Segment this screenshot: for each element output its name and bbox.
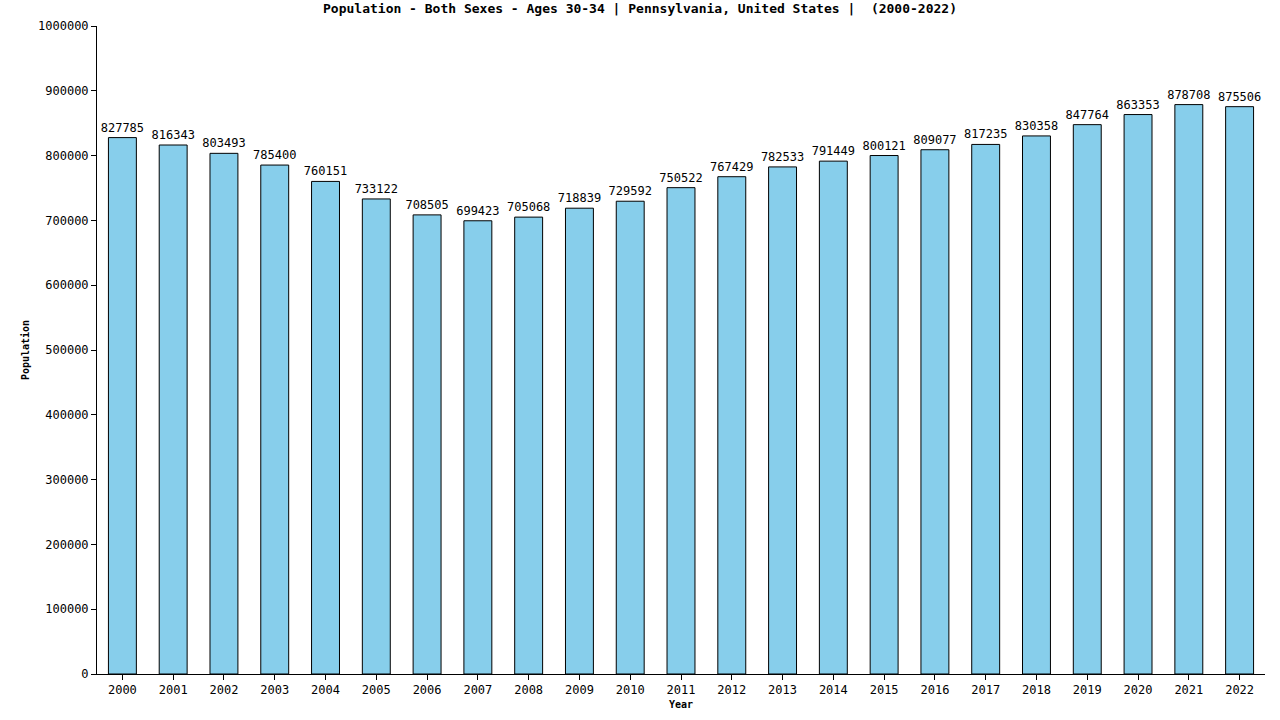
svg-text:2008: 2008 xyxy=(514,683,543,697)
svg-text:791449: 791449 xyxy=(812,144,855,158)
svg-text:750522: 750522 xyxy=(659,171,702,185)
svg-text:767429: 767429 xyxy=(710,160,753,174)
svg-text:817235: 817235 xyxy=(964,127,1007,141)
svg-text:827785: 827785 xyxy=(101,121,144,135)
svg-text:2014: 2014 xyxy=(819,683,848,697)
svg-text:800000: 800000 xyxy=(45,149,88,163)
svg-text:2016: 2016 xyxy=(920,683,949,697)
svg-text:699423: 699423 xyxy=(456,204,499,218)
svg-text:2002: 2002 xyxy=(210,683,239,697)
svg-text:830358: 830358 xyxy=(1015,119,1058,133)
svg-text:Population - Both Sexes - Ages: Population - Both Sexes - Ages 30-34 | P… xyxy=(323,1,957,16)
svg-text:729592: 729592 xyxy=(609,184,652,198)
svg-text:847764: 847764 xyxy=(1066,108,1109,122)
svg-text:2001: 2001 xyxy=(159,683,188,697)
svg-text:785400: 785400 xyxy=(253,148,296,162)
svg-text:2013: 2013 xyxy=(768,683,797,697)
svg-text:500000: 500000 xyxy=(45,343,88,357)
svg-text:2003: 2003 xyxy=(260,683,289,697)
svg-text:2011: 2011 xyxy=(667,683,696,697)
svg-text:700000: 700000 xyxy=(45,214,88,228)
svg-text:718839: 718839 xyxy=(558,191,601,205)
svg-text:0: 0 xyxy=(81,667,88,681)
svg-text:2005: 2005 xyxy=(362,683,391,697)
svg-text:782533: 782533 xyxy=(761,150,804,164)
svg-text:Year: Year xyxy=(669,699,693,710)
svg-text:875506: 875506 xyxy=(1218,90,1261,104)
svg-text:2020: 2020 xyxy=(1124,683,1153,697)
svg-text:900000: 900000 xyxy=(45,84,88,98)
svg-text:760151: 760151 xyxy=(304,164,347,178)
svg-text:2017: 2017 xyxy=(971,683,1000,697)
svg-text:2009: 2009 xyxy=(565,683,594,697)
svg-text:816343: 816343 xyxy=(151,128,194,142)
svg-text:2010: 2010 xyxy=(616,683,645,697)
svg-text:300000: 300000 xyxy=(45,473,88,487)
svg-text:2004: 2004 xyxy=(311,683,340,697)
svg-text:2007: 2007 xyxy=(463,683,492,697)
svg-text:200000: 200000 xyxy=(45,538,88,552)
svg-text:400000: 400000 xyxy=(45,408,88,422)
svg-text:733122: 733122 xyxy=(355,182,398,196)
svg-text:800121: 800121 xyxy=(862,139,905,153)
svg-text:809077: 809077 xyxy=(913,133,956,147)
svg-text:708505: 708505 xyxy=(405,198,448,212)
svg-text:100000: 100000 xyxy=(45,602,88,616)
svg-text:2012: 2012 xyxy=(717,683,746,697)
svg-text:2015: 2015 xyxy=(870,683,899,697)
svg-text:878708: 878708 xyxy=(1167,88,1210,102)
svg-text:1000000: 1000000 xyxy=(38,19,89,33)
svg-text:803493: 803493 xyxy=(202,136,245,150)
svg-text:2019: 2019 xyxy=(1073,683,1102,697)
svg-text:2018: 2018 xyxy=(1022,683,1051,697)
svg-text:600000: 600000 xyxy=(45,278,88,292)
svg-text:Population: Population xyxy=(20,320,31,380)
svg-text:2006: 2006 xyxy=(413,683,442,697)
svg-text:2021: 2021 xyxy=(1174,683,1203,697)
svg-text:863353: 863353 xyxy=(1116,98,1159,112)
svg-text:2000: 2000 xyxy=(108,683,137,697)
svg-text:2022: 2022 xyxy=(1225,683,1254,697)
svg-text:705068: 705068 xyxy=(507,200,550,214)
